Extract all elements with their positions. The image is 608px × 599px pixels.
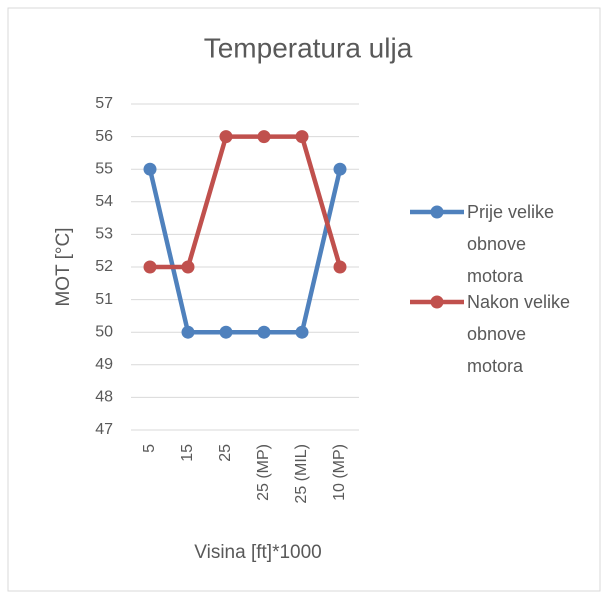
y-tick-label: 49 [95,356,113,373]
series-marker [257,325,271,339]
legend-marker [430,295,444,309]
y-tick-label: 47 [95,421,113,438]
y-tick-label: 53 [95,226,113,243]
y-tick-label: 48 [95,389,113,406]
y-tick-label: 52 [95,258,113,275]
x-tick-label: 25 (MIL) [293,444,310,504]
y-tick-label: 54 [95,193,113,210]
y-tick-label: 56 [95,128,113,145]
x-axis-label: Visina [ft]*1000 [194,542,321,563]
series-line [147,168,343,335]
series-marker [143,162,157,176]
series-marker [181,325,195,339]
y-tick-label: 51 [95,291,113,308]
legend-label: Prije velike obnove motora [467,202,555,286]
x-tick-label: 10 (MP) [331,444,348,501]
legend-marker [430,205,444,219]
x-tick-label: 5 [141,444,158,453]
x-tick-label: 25 (MP) [255,444,272,501]
series-marker [219,325,233,339]
y-tick-label: 55 [95,160,113,177]
series-marker [257,130,271,144]
series-marker [295,325,309,339]
y-tick-label: 50 [95,323,113,340]
series-marker [219,130,233,144]
series-marker [333,260,347,274]
legend-label: Nakon velike obnove motora [467,292,571,376]
chart-title: Temperatura ulja [204,32,413,63]
x-tick-label: 15 [179,444,196,462]
series-marker [295,130,309,144]
y-tick-label: 57 [95,95,113,112]
x-tick-label: 25 [217,444,234,462]
series-marker [181,260,195,274]
series-marker [143,260,157,274]
series-marker [333,162,347,176]
y-axis-label: MOT [°C] [53,227,74,306]
